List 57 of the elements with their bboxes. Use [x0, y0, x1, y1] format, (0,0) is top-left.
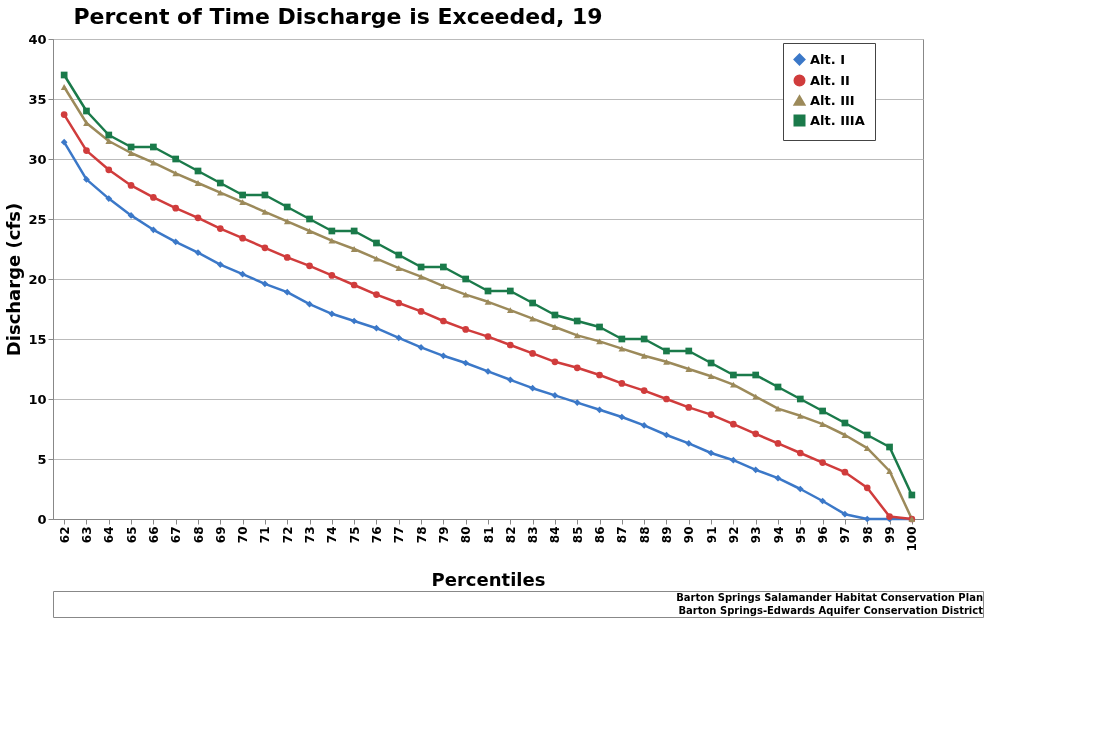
- x-tick-label: 93: [749, 526, 764, 544]
- x-tick-label: 89: [659, 526, 674, 544]
- y-tick-label: 20: [28, 271, 47, 287]
- y-tick-label: 0: [37, 511, 47, 527]
- x-tick-label: 70: [236, 526, 251, 544]
- x-tick-label: 73: [303, 526, 318, 544]
- x-tick-label: 68: [191, 526, 206, 544]
- x-tick-label: 67: [169, 526, 184, 544]
- x-tick-label: 72: [280, 526, 295, 544]
- text: Barton Springs Salamander Habitat Conservation Plan: [676, 591, 983, 603]
- x-tick-label: 97: [838, 526, 853, 544]
- x-tick-label: 74: [325, 526, 340, 544]
- x-tick-label: 75: [347, 526, 362, 544]
- x-tick-label: 88: [637, 526, 652, 544]
- x-tick-label: 65: [124, 526, 139, 544]
- x-tick-label: 77: [392, 526, 407, 544]
- x-tick-label: 81: [481, 526, 496, 544]
- x-axis-title: Percentiles: [431, 568, 546, 590]
- x-tick-label: 76: [369, 526, 384, 544]
- x-tick-label: 85: [570, 526, 585, 544]
- x-tick-label: 83: [526, 526, 541, 544]
- y-tick-label: 10: [28, 391, 47, 407]
- x-tick-label: 87: [615, 526, 630, 544]
- x-tick-label: 92: [726, 526, 741, 544]
- x-tick-label: 82: [503, 526, 518, 544]
- x-tick-label: 62: [57, 526, 72, 544]
- x-tick-label: 96: [816, 526, 831, 544]
- x-tick-label: 79: [436, 526, 451, 544]
- y-tick-label: 25: [28, 211, 47, 227]
- y-tick-label: 40: [28, 31, 47, 47]
- y-tick-label: 35: [28, 91, 47, 107]
- y-tick-label: 30: [28, 151, 47, 167]
- x-tick-label: 84: [548, 526, 563, 544]
- legend-label: Alt. III: [810, 92, 855, 108]
- x-tick-label: 95: [793, 526, 808, 544]
- x-tick-label: 98: [860, 526, 875, 544]
- legend-label: Alt. I: [810, 51, 846, 67]
- legend-label: Alt. II: [810, 72, 850, 88]
- chart-title: Percent of Time Discharge is Exceeded, 19: [73, 4, 603, 29]
- x-tick-label: 63: [79, 526, 94, 544]
- y-axis-title: Discharge (cfs): [3, 202, 25, 357]
- x-tick-label: 64: [102, 526, 117, 544]
- x-tick-label: 99: [883, 526, 898, 544]
- y-tick-label: 5: [37, 451, 47, 467]
- x-tick-label: 86: [593, 526, 608, 544]
- x-tick-label: 90: [682, 526, 697, 544]
- y-tick-label: 15: [28, 331, 47, 347]
- x-tick-label: 69: [213, 526, 228, 544]
- x-tick-label: 71: [258, 526, 273, 544]
- x-tick-label: 100: [905, 526, 920, 552]
- legend-label: Alt. IIIA: [810, 112, 865, 128]
- x-tick-label: 66: [146, 526, 161, 544]
- x-tick-label: 80: [459, 526, 474, 544]
- text: Barton Springs-Edwards Aquifer Conservation District: [678, 604, 984, 616]
- x-tick-label: 94: [771, 526, 786, 544]
- x-tick-label: 78: [414, 526, 429, 544]
- x-tick-label: 91: [704, 526, 719, 544]
